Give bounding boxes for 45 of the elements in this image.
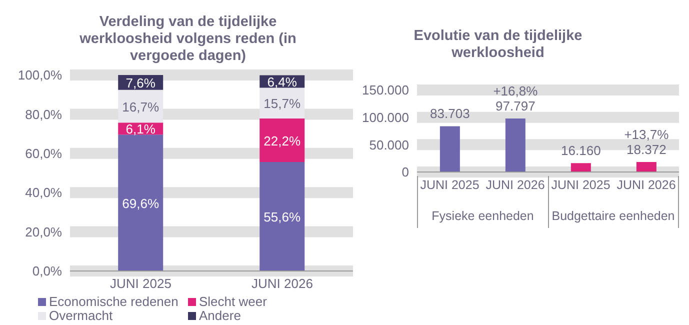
x-tick-label: JUNI 2026 — [616, 178, 676, 192]
bar — [440, 126, 460, 172]
y-tick-label: 0 — [402, 164, 409, 180]
x-tick-label: JUNI 2025 — [110, 276, 172, 292]
bar — [260, 118, 305, 162]
data-label: 7,6% — [126, 75, 156, 90]
chart-title: Verdeling van de tijdelijke werkloosheid volgens reden (in vergoede dagen) — [78, 14, 298, 65]
data-label: 6,4% — [267, 74, 298, 90]
y-tick-label: 20,0% — [25, 224, 62, 240]
x-tick-label: JUNI 2025 — [551, 178, 610, 192]
y-tick-label: 100.000 — [362, 110, 409, 125]
data-label: 69,6% — [122, 196, 160, 211]
legend-label: Overmacht — [49, 308, 113, 323]
bar — [260, 162, 305, 271]
data-label: 16.160 — [561, 143, 601, 158]
y-tick-label: 100,0% — [18, 68, 62, 83]
bar — [118, 90, 164, 123]
y-tick-label: 60,0% — [25, 146, 62, 162]
data-label: 16,7% — [122, 99, 160, 114]
data-label: 22,2% — [264, 133, 301, 148]
bar — [260, 88, 305, 119]
x-tick-label: JUNI 2026 — [252, 276, 313, 292]
data-label: +16,8% 97.797 — [493, 84, 538, 114]
y-tick-label: 50.000 — [369, 137, 409, 152]
x-tick-label: JUNI 2026 — [486, 178, 545, 192]
bar — [570, 163, 591, 172]
bar — [118, 134, 164, 271]
bar — [636, 162, 656, 172]
data-label: 6,1% — [126, 122, 156, 137]
data-label: 83.703 — [430, 106, 470, 122]
y-tick-label: 150.000 — [362, 82, 409, 98]
y-tick-label: 80,0% — [25, 106, 62, 122]
text: Budgettaire eenheden — [552, 209, 675, 223]
bar — [505, 118, 526, 172]
data-label: 55,6% — [264, 210, 301, 225]
text: Fysieke eenheden — [432, 209, 534, 223]
y-tick-label: 0,0% — [32, 264, 62, 279]
data-label: 15,7% — [264, 96, 301, 112]
y-tick-label: 40,0% — [25, 185, 62, 200]
data-label: +13,7% 18.372 — [624, 126, 670, 157]
x-tick-label: JUNI 2025 — [420, 178, 480, 192]
legend-label: Slecht weer — [199, 294, 267, 309]
legend-label: Economische redenen — [49, 294, 178, 309]
legend-label: Andere — [199, 308, 241, 323]
chart-title: Evolutie van de tijdelijke werkloosheid — [412, 28, 584, 62]
